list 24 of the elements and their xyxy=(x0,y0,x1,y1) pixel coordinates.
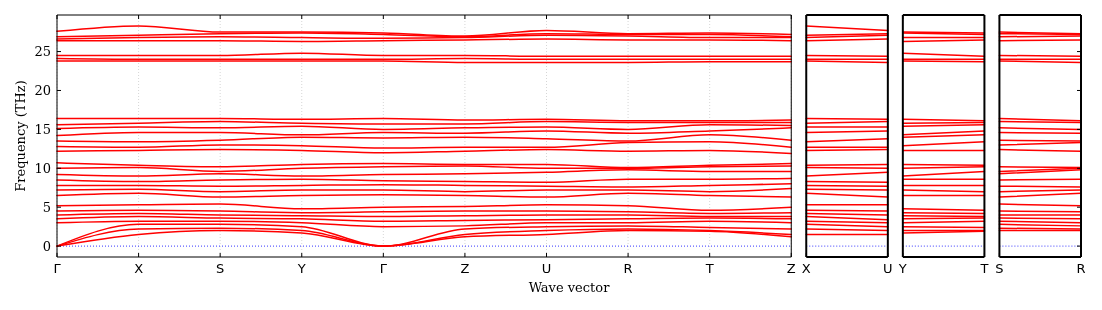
x-tick-label: T xyxy=(979,261,989,276)
x-tick-label: U xyxy=(541,261,552,276)
y-tick-label: 20 xyxy=(34,83,51,99)
x-tick-label: Γ xyxy=(53,261,62,276)
y-tick-label: 0 xyxy=(42,238,51,254)
y-tick-label: 10 xyxy=(34,160,51,176)
x-tick-label: X xyxy=(134,261,144,276)
y-tick-label: 15 xyxy=(34,121,51,137)
x-tick-label: R xyxy=(623,261,633,276)
x-tick-label: S xyxy=(995,261,1004,276)
x-tick-label: Z xyxy=(460,261,470,276)
x-tick-label: S xyxy=(216,261,225,276)
x-tick-label: Y xyxy=(296,261,306,276)
x-tick-label: Z xyxy=(786,261,796,276)
y-tick-label: 5 xyxy=(42,199,51,215)
x-tick-label: U xyxy=(883,261,893,276)
x-tick-label: Γ xyxy=(379,261,388,276)
x-tick-label: X xyxy=(801,261,811,276)
y-tick-label: 25 xyxy=(34,44,51,60)
x-tick-label: Y xyxy=(897,261,907,276)
x-tick-label: R xyxy=(1076,261,1086,276)
x-axis-title: Wave vector xyxy=(528,280,611,295)
y-axis-title: Frequency (THz) xyxy=(13,80,28,192)
x-tick-label: T xyxy=(704,261,714,276)
